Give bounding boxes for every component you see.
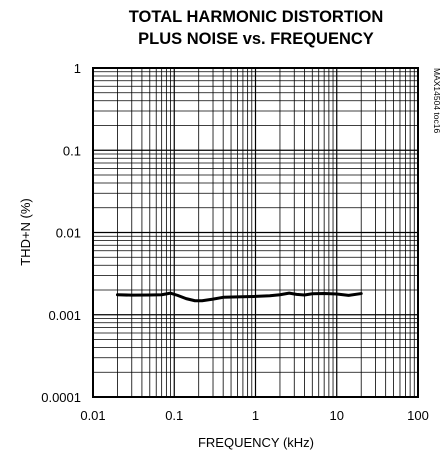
x-tick-label: 0.01 bbox=[80, 408, 105, 423]
x-tick-label: 100 bbox=[407, 408, 429, 423]
y-axis-label: THD+N (%) bbox=[18, 198, 33, 266]
x-tick-label: 10 bbox=[330, 408, 344, 423]
thd-n-series-line bbox=[115, 291, 363, 303]
y-tick-label: 0.001 bbox=[48, 308, 81, 323]
chart-title-line-1: TOTAL HARMONIC DISTORTION bbox=[129, 8, 384, 26]
chart-side-label: MAX14504 toc16 bbox=[432, 68, 442, 133]
y-tick-label: 0.1 bbox=[63, 143, 81, 158]
x-tick-label: 0.1 bbox=[165, 408, 183, 423]
y-tick-label: 0.0001 bbox=[41, 390, 81, 405]
y-tick-label: 0.01 bbox=[56, 226, 81, 241]
chart-title-line-2: PLUS NOISE vs. FREQUENCY bbox=[138, 30, 374, 48]
x-tick-label: 1 bbox=[252, 408, 259, 423]
plot-frame bbox=[92, 67, 419, 398]
tick-labels: 0.01 0.1 1 10 100 1 0.1 0.01 0.001 0.0001 bbox=[41, 61, 429, 423]
y-tick-label: 1 bbox=[74, 61, 81, 76]
series-layer bbox=[115, 291, 363, 303]
grid bbox=[93, 68, 418, 397]
x-axis-label: FREQUENCY (kHz) bbox=[198, 435, 314, 450]
